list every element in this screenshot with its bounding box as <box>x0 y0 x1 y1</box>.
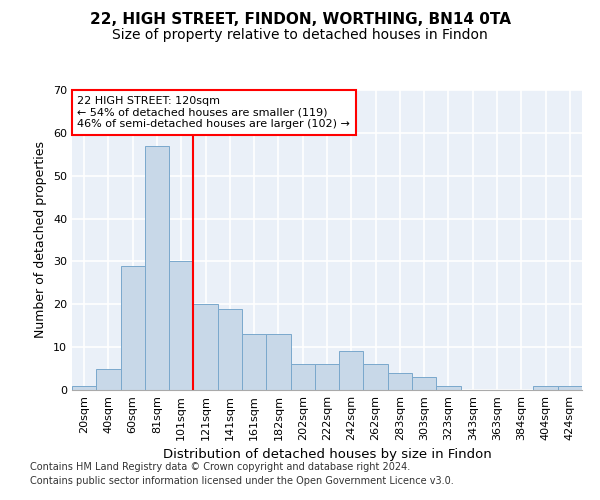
Bar <box>412 377 436 390</box>
Bar <box>558 386 582 390</box>
Bar <box>364 364 388 390</box>
Bar <box>436 386 461 390</box>
Text: 22 HIGH STREET: 120sqm
← 54% of detached houses are smaller (119)
46% of semi-de: 22 HIGH STREET: 120sqm ← 54% of detached… <box>77 96 350 129</box>
Bar <box>242 334 266 390</box>
Text: 22, HIGH STREET, FINDON, WORTHING, BN14 0TA: 22, HIGH STREET, FINDON, WORTHING, BN14 … <box>89 12 511 28</box>
Bar <box>266 334 290 390</box>
Y-axis label: Number of detached properties: Number of detached properties <box>34 142 47 338</box>
Text: Contains HM Land Registry data © Crown copyright and database right 2024.: Contains HM Land Registry data © Crown c… <box>30 462 410 472</box>
Bar <box>193 304 218 390</box>
Bar <box>96 368 121 390</box>
Bar <box>533 386 558 390</box>
X-axis label: Distribution of detached houses by size in Findon: Distribution of detached houses by size … <box>163 448 491 462</box>
Text: Contains public sector information licensed under the Open Government Licence v3: Contains public sector information licen… <box>30 476 454 486</box>
Bar <box>145 146 169 390</box>
Bar <box>72 386 96 390</box>
Bar <box>290 364 315 390</box>
Bar <box>218 308 242 390</box>
Bar <box>121 266 145 390</box>
Bar <box>169 262 193 390</box>
Bar <box>339 352 364 390</box>
Text: Size of property relative to detached houses in Findon: Size of property relative to detached ho… <box>112 28 488 42</box>
Bar <box>388 373 412 390</box>
Bar <box>315 364 339 390</box>
